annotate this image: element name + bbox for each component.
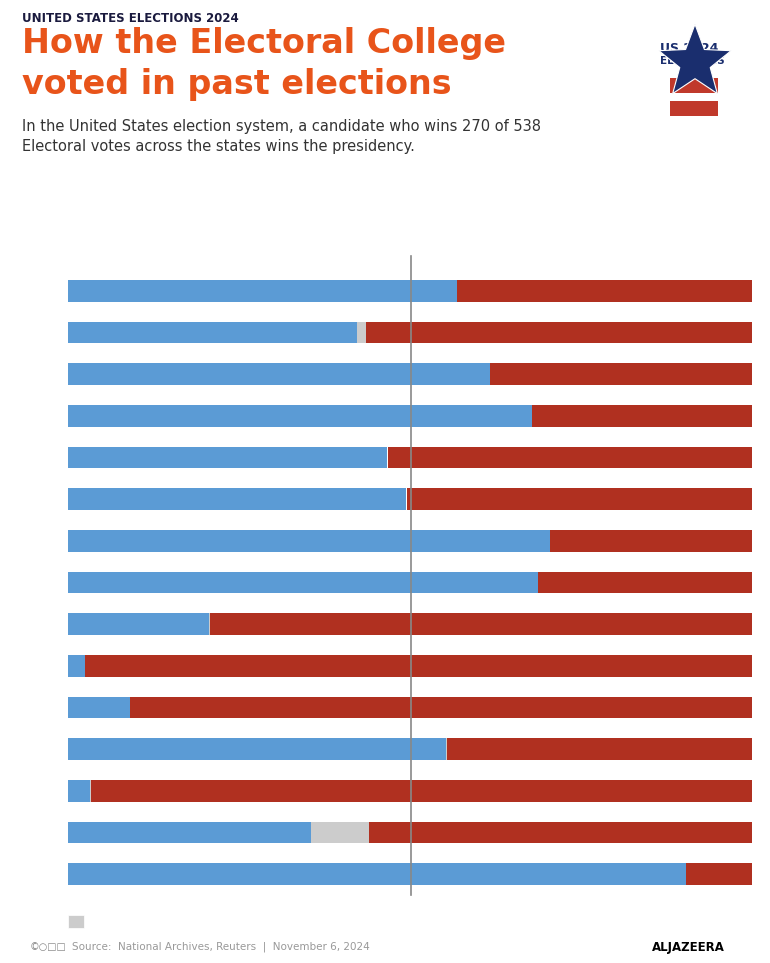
Bar [532,404,752,427]
Bar [68,363,490,385]
Bar [366,322,752,343]
Text: ⌾: ⌾ [611,940,619,954]
Bar [538,572,752,593]
Text: How the Electoral College: How the Electoral College [22,27,506,61]
Bar [446,739,447,760]
Bar [550,530,752,552]
Bar [68,696,130,718]
Text: 1988: 1988 [32,617,63,631]
Text: ELECTIONS: ELECTIONS [660,57,725,66]
Bar [632,936,744,958]
Bar [68,488,407,510]
Bar [68,739,446,760]
Text: 1996: 1996 [32,534,63,547]
Bar [447,739,752,760]
Text: ALJAZEERA: ALJAZEERA [651,941,725,953]
Text: In the United States election system, a candidate who wins 270 of 538: In the United States election system, a … [22,119,541,134]
Text: ©○□□: ©○□□ [30,942,67,952]
Text: 1964: 1964 [32,868,63,880]
Text: Electoral votes across the states wins the presidency.: Electoral votes across the states wins t… [22,140,415,154]
Bar [89,780,91,801]
Bar [490,363,752,385]
Text: 1972: 1972 [32,784,63,797]
Text: 270: 270 [400,213,424,226]
Text: 1976: 1976 [32,742,63,756]
Text: 2020: 2020 [32,284,63,298]
Bar [68,280,457,301]
Text: Democratic: Democratic [191,211,289,226]
Bar [68,863,686,885]
Text: US 2024: US 2024 [660,42,718,55]
Bar [670,78,718,92]
Text: 1992: 1992 [32,576,63,589]
Bar [68,322,357,343]
Bar [68,530,550,552]
Text: 1980: 1980 [32,701,63,714]
Bar [686,863,752,885]
Bar [209,613,210,635]
Bar [370,821,752,844]
Text: Republican: Republican [534,211,629,226]
Bar [68,613,209,635]
Text: 2012: 2012 [32,368,63,380]
Bar [68,404,532,427]
Bar [357,322,366,343]
Bar [407,488,752,510]
Text: Other candidates /abstain: Other candidates /abstain [91,915,254,927]
Text: @AJLabs: @AJLabs [580,941,631,953]
Bar [68,780,89,801]
Bar [91,780,752,801]
Text: 2000: 2000 [31,493,63,506]
Text: 2004: 2004 [32,451,63,464]
Text: 1968: 1968 [32,826,63,839]
Bar [130,696,752,718]
Bar [68,655,85,677]
Bar [68,572,538,593]
Text: UNITED STATES ELECTIONS 2024: UNITED STATES ELECTIONS 2024 [22,13,239,25]
Bar [670,92,718,101]
Bar [210,613,752,635]
Bar [85,655,752,677]
Bar [311,821,370,844]
Bar [388,447,752,468]
Text: voted in past elections: voted in past elections [22,67,452,100]
Polygon shape [659,24,732,93]
Bar [68,821,311,844]
Text: Electoral votes: Electoral votes [365,227,458,240]
Text: 1984: 1984 [32,660,63,672]
Text: 2008: 2008 [31,409,63,422]
Bar [68,915,84,927]
Text: Source:  National Archives, Reuters  |  November 6, 2024: Source: National Archives, Reuters | Nov… [72,942,370,952]
Bar [68,447,387,468]
Bar [457,280,752,301]
Text: 2016: 2016 [32,325,63,339]
Bar [670,101,718,116]
